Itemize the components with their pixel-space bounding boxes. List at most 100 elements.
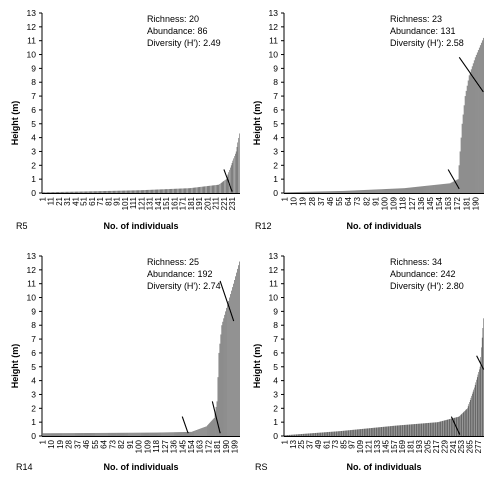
bar <box>373 189 375 193</box>
y-tick-label: 8 <box>273 77 278 87</box>
x-tick-label: 73 <box>353 196 362 205</box>
bar <box>293 434 294 436</box>
bar <box>421 423 423 436</box>
bar <box>361 428 363 436</box>
bar <box>112 190 114 193</box>
y-tick-label: 6 <box>273 105 278 115</box>
bar <box>308 433 310 436</box>
bar <box>114 190 116 193</box>
bar <box>285 435 286 436</box>
bar <box>417 423 418 436</box>
bar <box>288 434 290 436</box>
bar <box>45 433 47 436</box>
bar <box>352 429 354 436</box>
bar <box>375 189 377 193</box>
bar <box>72 433 73 436</box>
bar <box>163 432 164 436</box>
bar <box>394 425 395 436</box>
bar <box>222 321 224 436</box>
y-tick-label: 1 <box>31 174 36 184</box>
bar <box>224 180 225 193</box>
bar <box>102 191 103 193</box>
bar <box>416 186 417 193</box>
bar <box>463 105 465 193</box>
bar <box>478 371 479 436</box>
bar <box>237 142 239 193</box>
x-tick-label: 229 <box>440 439 449 453</box>
bar <box>326 432 327 436</box>
bar <box>458 416 460 436</box>
bar <box>90 191 92 193</box>
panel-label: RS <box>255 462 268 472</box>
bar <box>94 191 96 193</box>
bar <box>322 432 324 436</box>
bar <box>413 424 415 436</box>
bar <box>411 424 412 436</box>
bar <box>111 190 112 193</box>
bar <box>381 189 383 193</box>
bar <box>75 433 76 436</box>
bar <box>162 189 163 193</box>
bar <box>454 180 456 193</box>
y-tick-label: 7 <box>273 334 278 344</box>
bar <box>423 186 424 193</box>
x-tick-label: 1 <box>38 196 47 201</box>
bar <box>225 179 227 193</box>
bar <box>351 429 352 436</box>
y-tick-label: 10 <box>27 293 37 303</box>
x-tick-label: 61 <box>322 439 331 448</box>
bar <box>194 187 196 193</box>
bar <box>326 191 328 193</box>
bar <box>62 433 63 436</box>
bar <box>459 415 460 436</box>
bar <box>210 421 212 436</box>
bar <box>397 188 398 193</box>
bar <box>384 426 385 436</box>
bar <box>174 188 175 193</box>
bar <box>78 433 80 436</box>
bar <box>465 410 466 436</box>
bar <box>318 432 319 436</box>
bar <box>462 413 463 436</box>
bar <box>144 432 146 436</box>
bar <box>72 191 74 193</box>
bar <box>300 191 301 193</box>
bar <box>378 427 379 436</box>
bar <box>334 431 336 436</box>
bar <box>166 432 167 436</box>
bar <box>302 433 303 436</box>
bar <box>73 191 74 193</box>
bar <box>75 433 77 436</box>
bar <box>361 429 362 436</box>
bar <box>422 186 423 193</box>
bar <box>137 190 139 193</box>
bar <box>168 189 169 193</box>
bar <box>193 187 195 193</box>
bar <box>446 183 448 193</box>
bar <box>44 433 46 436</box>
bar <box>338 431 339 436</box>
bar <box>429 185 431 193</box>
bar <box>76 191 78 193</box>
bar <box>429 422 430 436</box>
bar <box>151 432 153 436</box>
bar <box>324 432 325 436</box>
bar <box>139 432 140 436</box>
bar <box>354 429 355 436</box>
bar <box>309 191 310 193</box>
y-tick-label: 5 <box>273 119 278 129</box>
bar <box>85 191 87 193</box>
bar <box>155 189 156 193</box>
bar <box>360 429 361 436</box>
annotation: Richness: 23 <box>390 14 442 24</box>
x-tick-label: 37 <box>306 439 315 448</box>
bar <box>331 431 333 436</box>
bar <box>56 192 57 193</box>
x-tick-label: 91 <box>371 196 380 205</box>
bar <box>469 72 471 193</box>
bar <box>131 190 132 193</box>
bar <box>482 37 484 193</box>
bar <box>376 427 378 436</box>
bar <box>64 191 65 193</box>
bar <box>459 151 461 193</box>
